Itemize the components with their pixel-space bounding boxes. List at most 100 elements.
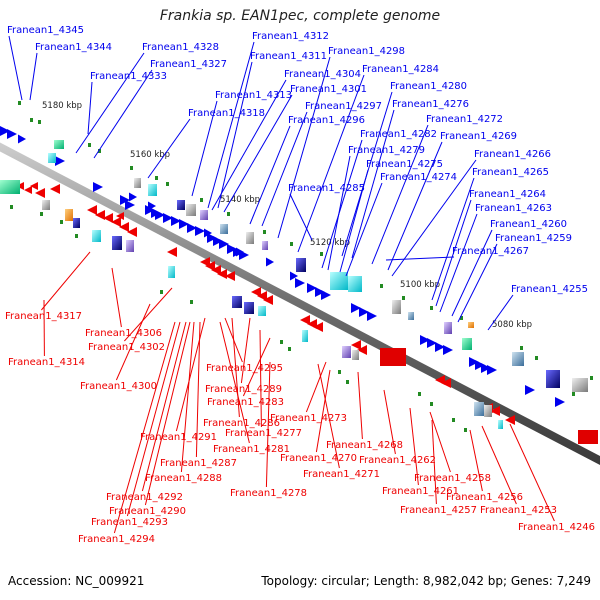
gene-label: Franean1_4269 xyxy=(440,131,517,142)
forward-gene-arrow xyxy=(487,365,497,375)
green-marker xyxy=(535,356,538,360)
feature-block xyxy=(126,240,134,252)
gene-label: Franean1_4259 xyxy=(495,233,572,244)
forward-gene-arrow xyxy=(315,287,325,297)
reverse-gene-arrow xyxy=(167,247,177,257)
leader-line xyxy=(509,423,555,522)
leader-line xyxy=(371,124,429,265)
gene-label: Franean1_4255 xyxy=(511,284,588,295)
gene-label: Franean1_4287 xyxy=(160,458,237,469)
reverse-gene-arrow xyxy=(300,315,310,325)
feature-block xyxy=(342,346,351,358)
green-marker xyxy=(40,212,43,216)
green-marker xyxy=(590,376,593,380)
reverse-gene-arrow xyxy=(119,222,129,232)
green-marker xyxy=(520,346,523,350)
gene-label: Franean1_4260 xyxy=(490,219,567,230)
forward-gene-arrow xyxy=(469,357,479,367)
forward-gene-arrow xyxy=(227,244,237,254)
gene-label: Franean1_4314 xyxy=(8,357,85,368)
forward-gene-arrow xyxy=(129,192,137,202)
green-marker xyxy=(320,252,323,256)
reverse-gene-arrow xyxy=(357,345,367,355)
leader-line xyxy=(180,321,195,473)
reverse-gene-arrow xyxy=(351,340,361,350)
reverse-gene-arrow xyxy=(24,186,32,194)
gene-label: Franean1_4276 xyxy=(392,99,469,110)
gene-label: Franean1_4262 xyxy=(359,455,436,466)
gene-label: Franean1_4297 xyxy=(305,101,382,112)
rna-feature-block xyxy=(462,338,472,350)
feature-block xyxy=(244,302,254,314)
forward-gene-arrow xyxy=(195,226,205,236)
leader-line xyxy=(487,294,514,331)
green-marker xyxy=(166,182,169,186)
leader-line xyxy=(41,251,91,311)
forward-gene-arrow xyxy=(0,126,10,136)
rna-feature-block xyxy=(0,180,20,194)
leader-line xyxy=(223,94,293,213)
gene-label: Franean1_4290 xyxy=(109,506,186,517)
feature-block xyxy=(92,230,101,242)
forward-gene-arrow xyxy=(155,210,165,220)
green-marker xyxy=(452,418,455,422)
leader-line xyxy=(147,118,191,179)
gene-label: Franean1_4289 xyxy=(205,384,282,395)
feature-block xyxy=(134,178,141,188)
gene-label: Franean1_4284 xyxy=(362,64,439,75)
feature-block xyxy=(348,276,362,292)
reverse-gene-arrow xyxy=(116,212,124,220)
gene-label: Franean1_4317 xyxy=(5,311,82,322)
leader-line xyxy=(124,287,173,342)
forward-gene-arrow xyxy=(443,345,453,355)
reverse-gene-arrow xyxy=(441,378,451,388)
green-marker xyxy=(130,166,133,170)
feature-block xyxy=(168,266,175,278)
gene-label: Franean1_4301 xyxy=(290,84,367,95)
feature-block xyxy=(352,350,359,360)
leader-line xyxy=(305,361,327,413)
page-title: Frankia sp. EAN1pec, complete genome xyxy=(159,8,441,24)
feature-block xyxy=(546,370,560,388)
leader-line xyxy=(385,256,455,261)
leader-line xyxy=(111,267,122,328)
forward-gene-arrow xyxy=(179,219,189,229)
forward-gene-arrow xyxy=(555,397,565,407)
leader-line xyxy=(357,371,363,440)
green-marker xyxy=(346,380,349,384)
green-marker xyxy=(402,296,405,300)
feature-block xyxy=(200,210,208,220)
forward-gene-arrow xyxy=(475,360,485,370)
reverse-gene-arrow xyxy=(111,217,121,227)
gene-label: Franean1_4272 xyxy=(426,114,503,125)
green-marker xyxy=(160,290,163,294)
gene-label: Franean1_4270 xyxy=(280,453,357,464)
reverse-gene-arrow xyxy=(200,257,210,267)
forward-gene-arrow xyxy=(163,213,173,223)
gene-label: Franean1_4304 xyxy=(284,69,361,80)
gene-label: Franean1_4253 xyxy=(480,505,557,516)
leader-line xyxy=(451,229,493,317)
leader-line xyxy=(175,317,206,432)
feature-block xyxy=(330,272,348,290)
gene-label: Franean1_4344 xyxy=(35,42,112,53)
green-marker xyxy=(155,176,158,180)
forward-gene-arrow xyxy=(7,129,17,139)
gene-label: Franean1_4279 xyxy=(348,145,425,156)
leader-line xyxy=(87,81,93,135)
feature-block xyxy=(73,218,80,228)
tick-label: 5140 kbp xyxy=(220,195,260,205)
gene-label: Franean1_4285 xyxy=(288,183,365,194)
reverse-gene-arrow xyxy=(30,182,38,190)
forward-gene-arrow xyxy=(148,201,156,211)
gene-label: Franean1_4296 xyxy=(288,115,365,126)
gene-label: Franean1_4273 xyxy=(270,413,347,424)
gene-label: Franean1_4261 xyxy=(382,486,459,497)
gene-label: Franean1_4294 xyxy=(78,534,155,545)
green-marker xyxy=(572,392,575,396)
forward-gene-arrow xyxy=(18,134,26,144)
feature-block xyxy=(296,258,306,272)
feature-block xyxy=(578,430,598,444)
leader-line xyxy=(469,429,483,492)
feature-block xyxy=(42,200,50,210)
